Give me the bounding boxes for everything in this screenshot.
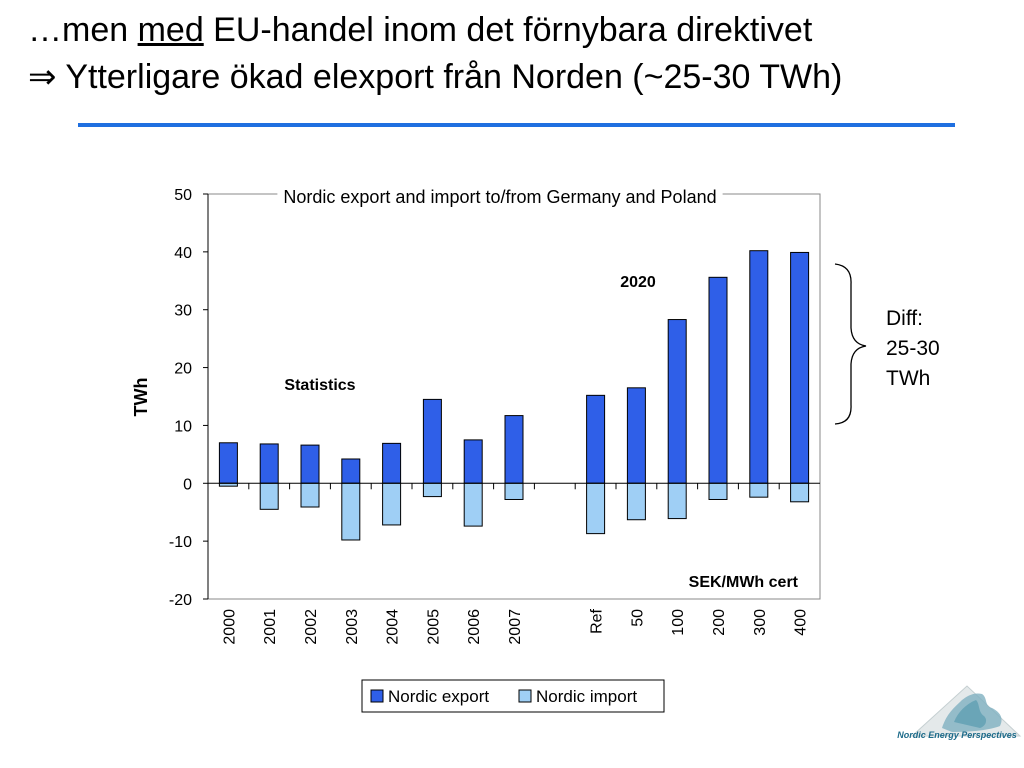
export-bar [626,387,646,484]
legend-swatch-import [518,689,532,703]
import-bar [504,482,524,500]
export-bar [341,458,361,484]
legend-label-import: Nordic import [536,687,637,706]
export-bar [218,442,238,484]
title-emphasis: med [137,11,204,49]
logo-text: Nordic Energy Perspectives [897,730,1017,740]
export-bar [749,250,769,484]
import-bar [259,482,279,510]
diff-line: Diff: [886,307,923,330]
export-bar [422,398,442,484]
diff-brace [834,263,867,425]
export-bar [708,276,728,484]
x-tick-label: Ref [589,608,606,633]
nordic-energy-perspectives-logo: Nordic Energy Perspectives [892,678,1022,758]
chart-title: Nordic export and import to/from Germany… [283,187,716,207]
x-tick-label: 2001 [262,609,279,645]
import-bar [790,482,810,503]
export-bar [667,319,687,484]
y-tick-label: 50 [174,187,192,204]
legend-label-export: Nordic export [388,687,489,706]
x-tick-label: 2002 [303,609,320,645]
export-bar [259,443,279,484]
x-tick-label: 2006 [466,609,483,645]
x-tick-label: 300 [752,609,769,636]
import-bar [300,482,320,508]
import-bar [341,482,361,541]
import-bar [382,482,402,526]
export-bar [504,415,524,484]
group-label-2020: 2020 [620,274,656,291]
slide-title-line2: ⇒ Ytterligare ökad elexport från Norden … [28,58,843,96]
scenario-axis-label: SEK/MWh cert [689,574,799,591]
export-bar [382,442,402,484]
y-tick-label: 40 [174,245,192,262]
implies-arrow-icon: ⇒ [28,58,57,96]
diff-annotation: Diff: 25-30 TWh [886,304,940,394]
plot-frame [207,193,821,600]
import-bar [667,482,687,520]
x-tick-label: 200 [711,609,728,636]
y-axis-title: TWh [131,378,151,417]
diff-line: TWh [886,367,931,390]
diff-line: 25-30 [886,337,940,360]
export-bar [586,394,606,484]
x-tick-label: 2005 [425,609,442,645]
title-divider [78,123,955,127]
y-tick-label: -10 [169,534,192,551]
chart-title-background [277,185,723,209]
x-tick-label: 2000 [221,609,238,645]
import-bar [463,482,483,527]
slide-title-line1: …men med EU-handel inom det förnybara di… [28,11,813,49]
x-tick-label: 2007 [507,609,524,645]
y-tick-label: -20 [169,592,192,609]
y-tick-label: 30 [174,303,192,320]
legend-swatch-export [370,689,384,703]
x-tick-label: 100 [670,609,687,636]
x-tick-label: 50 [629,609,646,627]
y-tick-label: 20 [174,361,192,378]
export-bar [790,251,810,484]
export-bar [463,439,483,484]
x-tick-label: 2004 [385,609,402,645]
import-bar [708,482,728,500]
import-bar [422,482,442,498]
export-bar [300,444,320,484]
y-tick-label: 10 [174,418,192,435]
import-bar [626,482,646,521]
x-tick-label: 2003 [344,609,361,645]
x-tick-label: 400 [793,609,810,636]
y-tick-label: 0 [183,476,192,493]
map-logo-icon [910,685,1022,737]
legend-box [361,679,665,713]
import-bar [586,482,606,535]
group-label-statistics: Statistics [284,377,355,394]
import-bar [749,482,769,498]
